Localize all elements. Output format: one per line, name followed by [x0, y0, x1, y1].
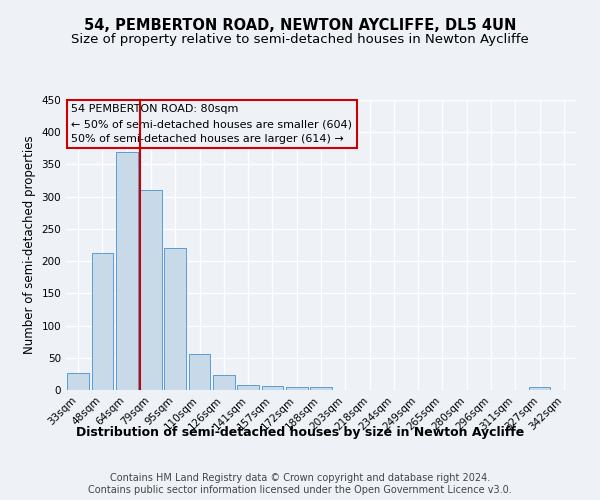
Text: Distribution of semi-detached houses by size in Newton Aycliffe: Distribution of semi-detached houses by …: [76, 426, 524, 439]
Text: 54, PEMBERTON ROAD, NEWTON AYCLIFFE, DL5 4UN: 54, PEMBERTON ROAD, NEWTON AYCLIFFE, DL5…: [84, 18, 516, 32]
Bar: [237, 385, 259, 390]
Bar: [262, 386, 283, 390]
Bar: [188, 354, 211, 390]
Y-axis label: Number of semi-detached properties: Number of semi-detached properties: [23, 136, 36, 354]
Bar: [310, 388, 332, 390]
Bar: [164, 248, 186, 390]
Bar: [67, 372, 89, 390]
Text: Contains HM Land Registry data © Crown copyright and database right 2024.
Contai: Contains HM Land Registry data © Crown c…: [88, 474, 512, 495]
Bar: [529, 388, 550, 390]
Bar: [140, 190, 162, 390]
Bar: [116, 152, 137, 390]
Bar: [286, 388, 308, 390]
Text: Size of property relative to semi-detached houses in Newton Aycliffe: Size of property relative to semi-detach…: [71, 32, 529, 46]
Text: 54 PEMBERTON ROAD: 80sqm
← 50% of semi-detached houses are smaller (604)
50% of : 54 PEMBERTON ROAD: 80sqm ← 50% of semi-d…: [71, 104, 352, 144]
Bar: [213, 374, 235, 390]
Bar: [91, 254, 113, 390]
